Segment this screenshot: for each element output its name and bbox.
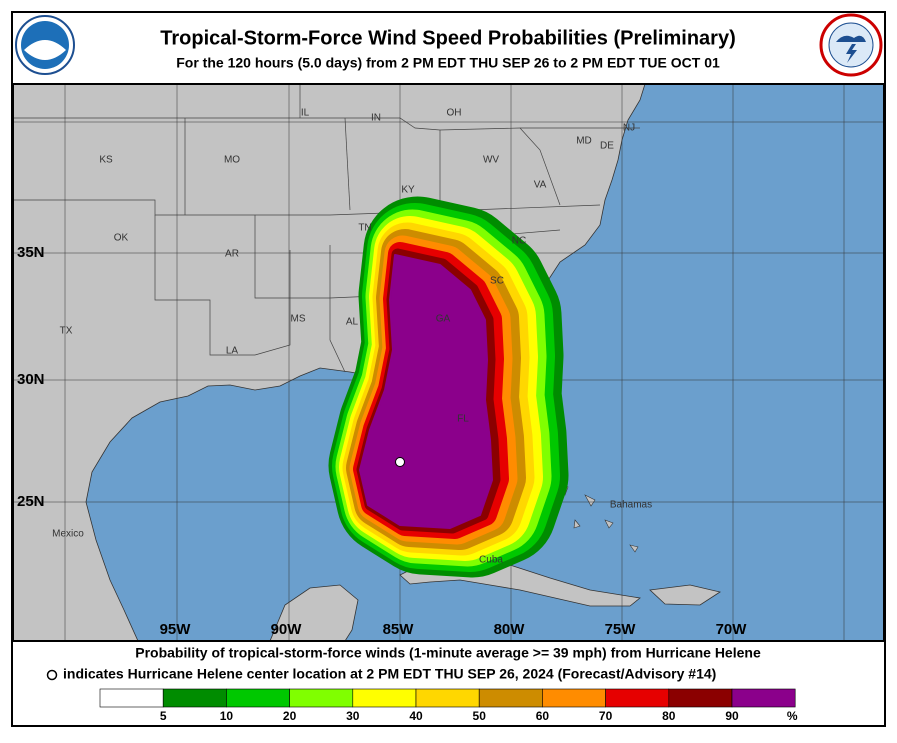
legend-swatch	[99, 688, 164, 708]
legend-swatch	[542, 688, 606, 708]
legend-label: 90	[725, 709, 739, 723]
state-label: GA	[436, 314, 451, 325]
nws-logo	[819, 13, 883, 77]
longitude-label: 95W	[160, 621, 192, 638]
legend-swatch	[226, 688, 290, 708]
state-label: OH	[447, 108, 462, 119]
state-label: KY	[401, 185, 415, 196]
longitude-label: 75W	[605, 621, 637, 638]
state-label: WV	[483, 155, 499, 166]
longitude-label: 90W	[271, 621, 303, 638]
noaa-logo	[15, 15, 75, 75]
state-label: SC	[490, 276, 504, 287]
place-label: Mexico	[52, 529, 84, 540]
latitude-label: 30N	[17, 371, 45, 388]
center-location	[395, 457, 405, 467]
legend-label: 50	[473, 709, 487, 723]
state-label: IN	[371, 113, 381, 124]
state-label: LA	[226, 346, 239, 357]
state-label: KS	[99, 155, 113, 166]
state-label: FL	[457, 414, 469, 425]
longitude-label: 70W	[716, 621, 748, 638]
state-label: MD	[576, 136, 592, 147]
state-label: MO	[224, 155, 240, 166]
state-label: NJ	[623, 123, 635, 134]
legend-label: 30	[346, 709, 360, 723]
legend-label: 60	[536, 709, 550, 723]
map-labels: KS MO IL IN OH WV VA KY TN NC OK AR SC GA MS AL TX LA FL NJ…	[17, 108, 747, 638]
place-label: Cuba	[479, 555, 503, 566]
center-symbol	[46, 669, 58, 681]
legend-label: 80	[662, 709, 676, 723]
legend-swatch	[605, 688, 670, 708]
caption-line: indicates Hurricane Helene center locati…	[63, 666, 716, 682]
outer-frame	[11, 11, 886, 727]
legend-label: 20	[283, 709, 297, 723]
legend-swatch	[162, 688, 227, 708]
state-label: VA	[534, 180, 547, 191]
subtitle: For the 120 hours (5.0 days) from 2 PM E…	[176, 55, 720, 71]
caption-line: Probability of tropical-storm-force wind…	[135, 645, 761, 661]
latitude-label: 25N	[17, 493, 45, 510]
state-label: NC	[512, 236, 526, 247]
legend-swatch	[352, 688, 417, 708]
probability-contours	[328, 196, 569, 578]
state-label: IL	[301, 108, 310, 119]
state-label: MS	[291, 314, 306, 325]
legend-unit: %	[787, 709, 798, 723]
legend-swatch	[731, 688, 796, 708]
legend-label: 5	[160, 709, 167, 723]
map: KS MO IL IN OH WV VA KY TN NC OK AR SC GA MS AL TX LA FL NJ…	[12, 83, 885, 642]
state-label: AL	[346, 317, 359, 328]
place-label: Bahamas	[610, 500, 652, 511]
legend: 5 10 20 30 40 50 60 70 80 90%	[99, 688, 798, 723]
state-label: DE	[600, 141, 614, 152]
title: Tropical-Storm-Force Wind Speed Probabil…	[160, 27, 736, 49]
state-label: TN	[358, 223, 371, 234]
legend-label: 70	[599, 709, 613, 723]
latitude-label: 35N	[17, 244, 45, 261]
legend-swatch	[289, 688, 354, 708]
longitude-label: 85W	[383, 621, 415, 638]
longitude-label: 80W	[494, 621, 526, 638]
state-label: OK	[114, 233, 129, 244]
legend-swatch	[668, 688, 733, 708]
state-label: TX	[60, 326, 73, 337]
state-label: AR	[225, 249, 239, 260]
legend-label: 10	[220, 709, 234, 723]
legend-swatch	[478, 688, 543, 708]
probability-band	[359, 254, 493, 529]
legend-label: 40	[409, 709, 423, 723]
hispaniola	[649, 584, 722, 606]
legend-swatch	[415, 688, 480, 708]
